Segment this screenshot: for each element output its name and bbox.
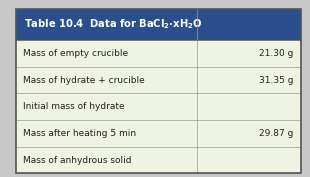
- Text: Mass after heating 5 min: Mass after heating 5 min: [23, 129, 136, 138]
- Text: Mass of hydrate + crucible: Mass of hydrate + crucible: [23, 76, 144, 85]
- Bar: [16, 120, 301, 147]
- Text: 29.87 g: 29.87 g: [259, 129, 294, 138]
- Bar: [16, 40, 301, 67]
- Bar: [16, 147, 301, 173]
- Text: $\mathbf{Table\ 10.4\ \ Data\ for\ BaCl_2{\cdot}xH_2O}$: $\mathbf{Table\ 10.4\ \ Data\ for\ BaCl_…: [24, 18, 203, 31]
- Text: Mass of empty crucible: Mass of empty crucible: [23, 49, 128, 58]
- Text: 31.35 g: 31.35 g: [259, 76, 294, 85]
- Bar: [16, 93, 301, 120]
- Text: Mass of anhydrous solid: Mass of anhydrous solid: [23, 156, 131, 165]
- Bar: [16, 67, 301, 93]
- Text: Initial mass of hydrate: Initial mass of hydrate: [23, 102, 124, 111]
- Text: 21.30 g: 21.30 g: [259, 49, 294, 58]
- Bar: [16, 9, 301, 40]
